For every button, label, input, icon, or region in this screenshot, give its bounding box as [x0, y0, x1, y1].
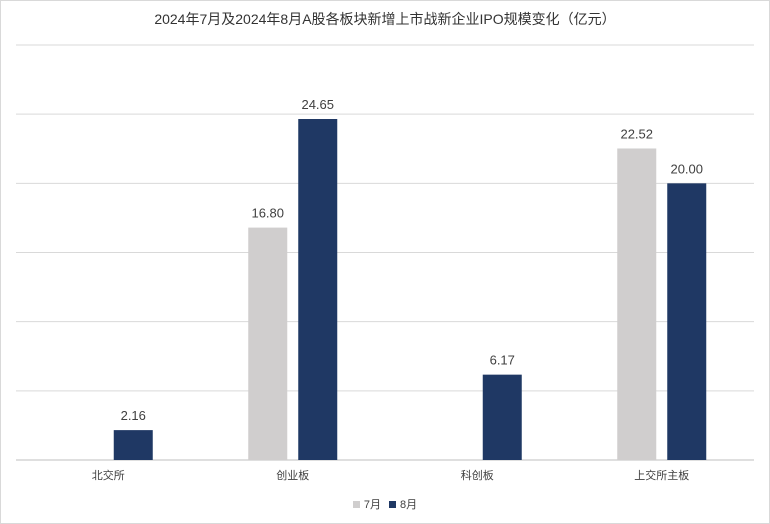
data-label: 22.52	[620, 126, 653, 141]
bar-july	[248, 227, 288, 460]
x-tick-label: 上交所主板	[634, 468, 689, 482]
data-label: 16.80	[251, 206, 284, 221]
legend-swatch-july	[352, 500, 360, 508]
legend-label-august: 8月	[400, 499, 418, 511]
bar-august	[113, 430, 153, 460]
data-label: 2.16	[121, 408, 146, 423]
x-tick-label: 北交所	[92, 468, 125, 482]
data-label: 24.65	[301, 97, 334, 112]
chart-title: 2024年7月及2024年8月A股各板块新增上市战新企业IPO规模变化（亿元）	[154, 11, 616, 27]
x-tick-label: 科创板	[461, 468, 494, 482]
legend-swatch-august	[389, 500, 396, 508]
data-label: 20.00	[670, 161, 703, 176]
bar-august	[667, 183, 707, 461]
legend-item-august: 8月	[389, 496, 417, 512]
legend-label-july: 7月	[363, 499, 381, 511]
bar-july	[617, 148, 657, 460]
x-tick-label: 创业板	[276, 468, 309, 482]
data-label: 6.17	[490, 353, 515, 368]
legend-item-july: 7月	[352, 496, 381, 512]
legend: 7月 8月	[0, 496, 770, 512]
bar-august	[298, 119, 338, 460]
bar-august	[482, 374, 522, 460]
